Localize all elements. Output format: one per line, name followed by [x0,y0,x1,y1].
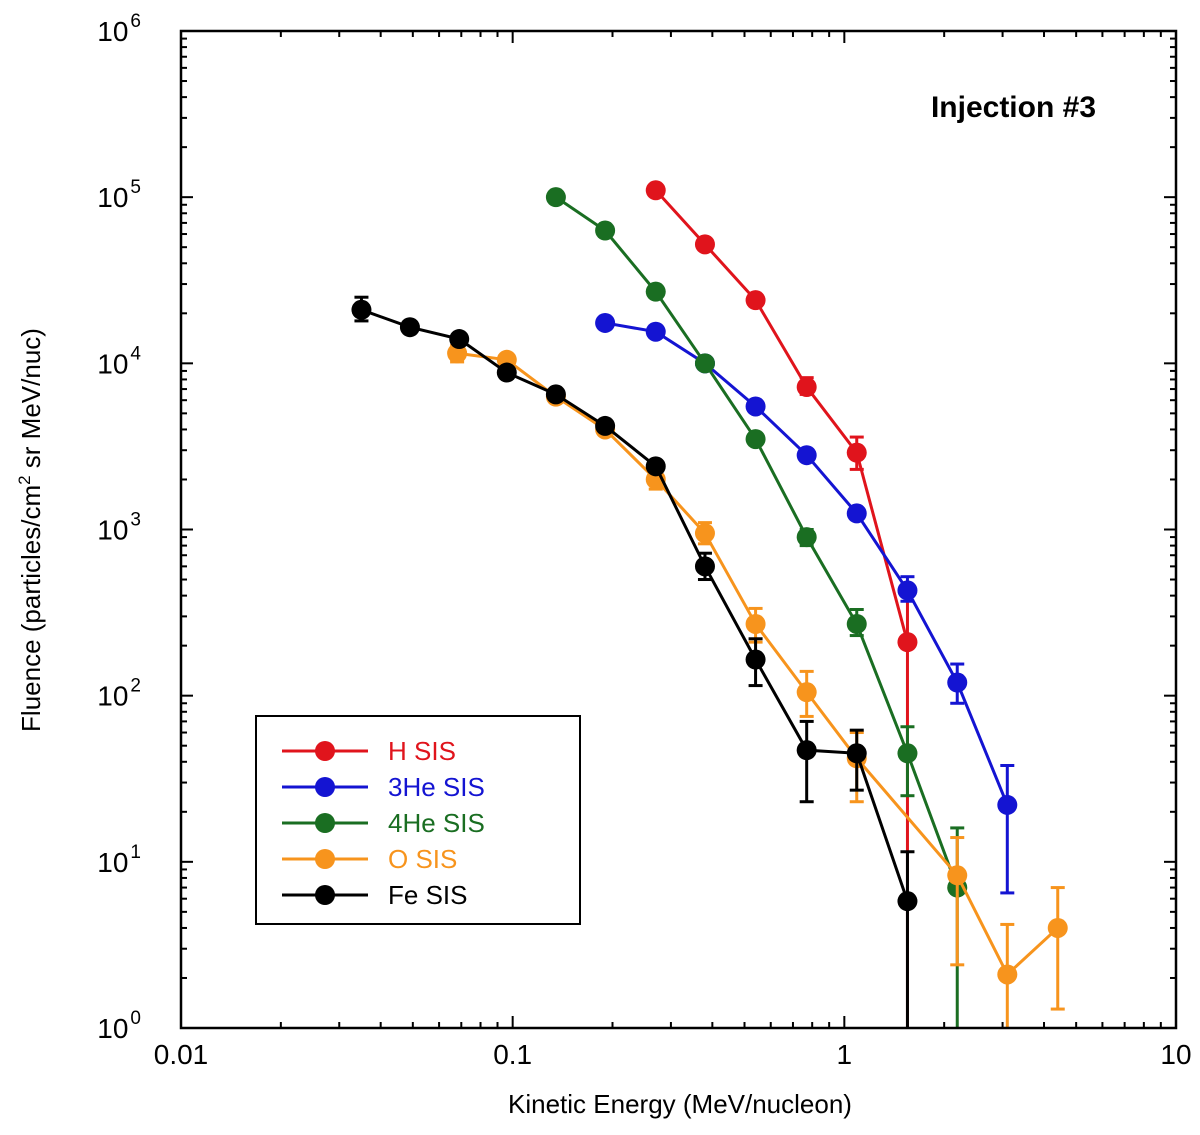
data-point [745,290,766,311]
data-point [694,523,715,544]
data-point [545,187,566,208]
y-tick-label: 10 3 [97,510,141,546]
data-point [645,180,666,201]
x-tick-label: 0.01 [154,1039,209,1070]
legend: H SIS 3He SIS 4He SIS O SIS Fe SIS [255,715,581,925]
data-point [745,613,766,634]
data-point [745,429,766,450]
legend-label-fe-sis: Fe SIS [388,880,467,910]
y-tick-label: 10 1 [97,842,141,878]
legend-marker-fe-sis [315,885,335,905]
legend-marker-h-sis [315,741,335,761]
data-point [745,649,766,670]
x-tick-label: 0.1 [493,1039,532,1070]
legend-marker-3he-sis [315,777,335,797]
legend-label-h-sis: H SIS [388,736,456,766]
y-tick-label: 10 5 [97,177,141,213]
data-point [897,632,918,653]
data-point [846,442,867,463]
data-point [897,580,918,601]
y-tick-label: 10 4 [97,343,141,379]
data-point [796,377,817,398]
data-point [796,445,817,466]
data-point [1047,917,1068,938]
y-axis-label-superscript: 2 [15,475,34,484]
legend-label-o-sis: O SIS [388,844,457,874]
data-point [897,891,918,912]
data-point [595,415,616,436]
x-tick-label: 1 [837,1039,853,1070]
series-fe-sis [351,295,918,1028]
data-point [897,743,918,764]
data-point [846,613,867,634]
data-point [545,384,566,405]
legend-marker-o-sis [315,849,335,869]
x-axis-label: Kinetic Energy (MeV/nucleon) [508,1089,852,1119]
data-point [694,556,715,577]
y-tick-label: 10 2 [97,676,141,712]
data-point [399,317,420,338]
data-point [796,527,817,548]
series-3he-sis [595,312,1018,895]
y-axis-label: Fluence (particles/cm2 sr MeV/nuc) [15,328,46,732]
data-point [997,964,1018,985]
data-point [846,503,867,524]
data-point [645,456,666,477]
legend-marker-4he-sis [315,813,335,833]
legend-label-3he-sis: 3He SIS [388,772,485,802]
data-point [947,865,968,886]
data-point [351,299,372,320]
data-point [947,672,968,693]
series-layer [351,180,1068,1028]
data-point [595,220,616,241]
data-point [449,329,470,350]
data-point [846,743,867,764]
data-point [645,321,666,342]
data-point [796,682,817,703]
data-point [496,362,517,383]
data-point [694,234,715,255]
y-axis-label-part2: sr MeV/nuc) [16,328,46,475]
y-tick-label: 10 6 [97,11,141,47]
series-h-sis [645,180,918,1028]
data-point [645,281,666,302]
data-point [745,396,766,417]
data-point [595,312,616,333]
legend-label-4he-sis: 4He SIS [388,808,485,838]
data-point [796,740,817,761]
y-tick-label: 10 0 [97,1008,141,1044]
series-line-h-sis [654,189,909,643]
data-point [694,353,715,374]
annotation-injection: Injection #3 [931,91,1096,124]
y-axis-label-part1: Fluence (particles/cm [16,485,46,732]
x-tick-label: 10 [1160,1039,1191,1070]
data-point [997,794,1018,815]
